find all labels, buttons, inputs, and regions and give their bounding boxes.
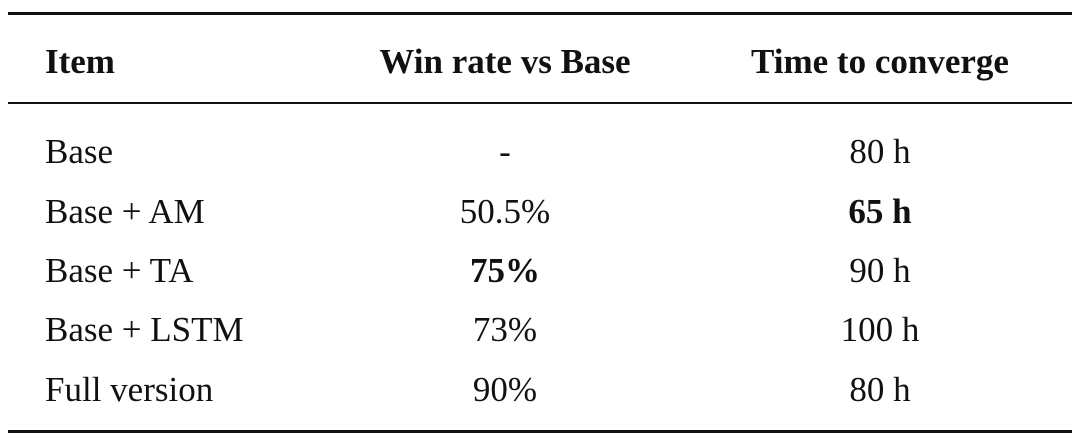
header-cell: Win rate vs Base [379, 42, 631, 81]
cell: Base [45, 132, 114, 171]
cell: Base + AM [45, 192, 205, 231]
header-cell: Item [45, 42, 115, 81]
cell: 75% [470, 251, 540, 290]
header-cell: Time to converge [751, 42, 1009, 81]
cell: 80 h [849, 370, 911, 409]
cell: 100 h [840, 310, 920, 349]
cell: Base + LSTM [45, 310, 244, 349]
bottom-rule [8, 430, 1072, 433]
header-rule [8, 102, 1072, 104]
cell: Base + TA [45, 251, 194, 290]
cell: 90 h [849, 251, 911, 290]
cell: 73% [472, 310, 538, 349]
cell: - [499, 132, 511, 171]
cell: 80 h [849, 132, 911, 171]
cell: 50.5% [459, 192, 551, 231]
top-rule [8, 12, 1072, 15]
cell: 65 h [848, 192, 912, 231]
cell: 90% [472, 370, 538, 409]
cell: Full version [45, 370, 214, 409]
